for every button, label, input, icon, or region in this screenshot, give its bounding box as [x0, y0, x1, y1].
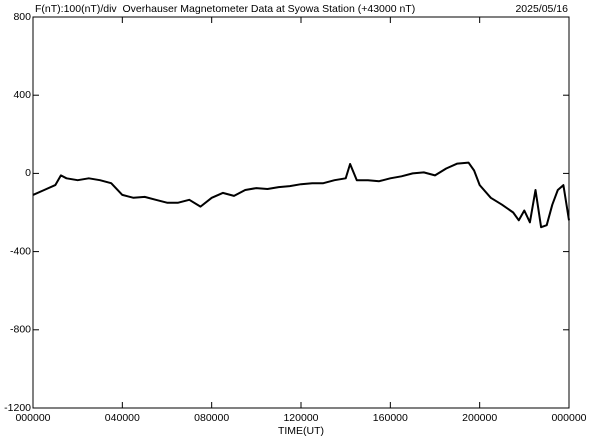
x-tick-label: 120000 [283, 412, 318, 424]
y-tick-label: 400 [13, 89, 31, 101]
chart-date: 2025/05/16 [515, 3, 568, 15]
x-tick-label: 080000 [194, 412, 229, 424]
plot-frame [32, 16, 570, 409]
x-tick-label: 000000 [551, 412, 586, 424]
y-tick-label: -1200 [4, 402, 31, 414]
data-line [32, 161, 570, 229]
y-tick-label: -800 [10, 324, 31, 336]
y-tick-label: 0 [25, 167, 31, 179]
x-tick-label: 160000 [373, 412, 408, 424]
x-axis-label: TIME(UT) [278, 425, 324, 437]
x-tick-label: 200000 [462, 412, 497, 424]
chart-title: F(nT):100(nT)/div Overhauser Magnetomete… [35, 3, 415, 15]
x-tick-label: 040000 [105, 412, 140, 424]
y-tick-label: 800 [13, 11, 31, 23]
x-tick-label: 000000 [15, 412, 50, 424]
y-tick-label: -400 [10, 245, 31, 257]
